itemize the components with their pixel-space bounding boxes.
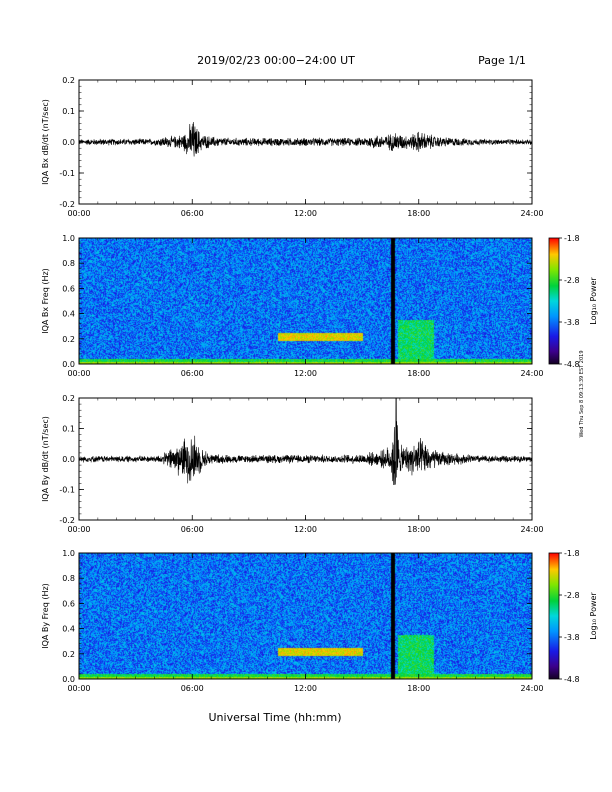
- colorbar-label: Log₁₀ Power: [589, 277, 598, 325]
- y-tick-label: 0.6: [62, 284, 75, 293]
- x-tick-label: 06:00: [181, 209, 204, 218]
- page-indicator: Page 1/1: [478, 54, 526, 67]
- x-tick-label: 18:00: [407, 525, 430, 534]
- data-series-0: [78, 121, 533, 157]
- colorbar-tick-label: -1.8: [564, 234, 580, 243]
- y-tick-label: 0.4: [62, 310, 75, 319]
- x-tick-label: 00:00: [67, 209, 90, 218]
- y-tick-label: 0.4: [62, 625, 75, 634]
- y-tick-label: 1.0: [62, 234, 75, 243]
- colorbar-tick-label: -1.8: [564, 549, 580, 558]
- colorbar-tick-label: -2.8: [564, 276, 580, 285]
- y-tick-label: 0.1: [62, 107, 75, 116]
- colorbar-label: Log₁₀ Power: [589, 592, 598, 640]
- y-tick-label: 0.0: [62, 455, 75, 464]
- y-tick-label: -0.2: [59, 200, 75, 209]
- spectrogram-image-1: [79, 238, 532, 364]
- x-tick-label: 24:00: [520, 209, 543, 218]
- x-tick-label: 18:00: [407, 209, 430, 218]
- x-tick-label: 00:00: [67, 525, 90, 534]
- y-tick-label: -0.1: [59, 486, 75, 495]
- x-tick-label: 24:00: [520, 525, 543, 534]
- colorbar-1: [548, 237, 560, 365]
- y-tick-label: 0.2: [62, 335, 75, 344]
- y-axis-label-3: IQA By Freq (Hz): [41, 583, 50, 649]
- y-tick-label: -0.1: [59, 169, 75, 178]
- y-axis-label-2: IQA By dB/dt (nT/sec): [41, 416, 50, 502]
- y-tick-label: 0.0: [62, 360, 75, 369]
- y-tick-label: 0.2: [62, 650, 75, 659]
- y-tick-label: 0.8: [62, 574, 75, 583]
- side-timestamp: Wed Thu Sep 8 09:13:39 EST 2019: [579, 350, 585, 437]
- y-tick-label: 0.2: [62, 76, 75, 85]
- colorbar-tick-label: -4.8: [564, 675, 580, 684]
- y-tick-label: 0.1: [62, 425, 75, 434]
- colorbar-tick-label: -3.8: [564, 318, 580, 327]
- y-tick-label: -0.2: [59, 516, 75, 525]
- x-tick-label: 06:00: [181, 369, 204, 378]
- x-tick-label: 06:00: [181, 525, 204, 534]
- x-tick-label: 12:00: [294, 209, 317, 218]
- colorbar-tick-label: -4.8: [564, 360, 580, 369]
- colorbar-3: [548, 552, 560, 680]
- figure-title: 2019/02/23 00:00−24:00 UT: [197, 54, 355, 67]
- x-tick-label: 18:00: [407, 684, 430, 693]
- y-axis-label-0: IQA Bx dB/dt (nT/sec): [41, 99, 50, 185]
- data-series-2: [78, 397, 533, 486]
- x-tick-label: 12:00: [294, 684, 317, 693]
- x-tick-label: 24:00: [520, 684, 543, 693]
- x-tick-label: 12:00: [294, 369, 317, 378]
- x-tick-label: 00:00: [67, 684, 90, 693]
- y-tick-label: 0.2: [62, 394, 75, 403]
- panels-group: 0.20.10.0-0.1-0.200:00 06:00 12:00 18:00 24:…: [41, 76, 598, 693]
- y-tick-label: 1.0: [62, 549, 75, 558]
- colorbar-tick-label: -2.8: [564, 591, 580, 600]
- x-tick-label: 00:00: [67, 369, 90, 378]
- colorbar-tick-label: -3.8: [564, 633, 580, 642]
- y-tick-label: 0.0: [62, 675, 75, 684]
- x-tick-label: 24:00: [520, 369, 543, 378]
- x-tick-label: 06:00: [181, 684, 204, 693]
- y-tick-label: 0.6: [62, 599, 75, 608]
- x-tick-label: 12:00: [294, 525, 317, 534]
- y-tick-label: 0.0: [62, 138, 75, 147]
- y-tick-label: 0.8: [62, 259, 75, 268]
- spectrogram-image-3: [79, 553, 532, 679]
- y-axis-label-1: IQA Bx Freq (Hz): [41, 268, 50, 334]
- x-tick-label: 18:00: [407, 369, 430, 378]
- x-axis-title: Universal Time (hh:mm): [209, 711, 342, 724]
